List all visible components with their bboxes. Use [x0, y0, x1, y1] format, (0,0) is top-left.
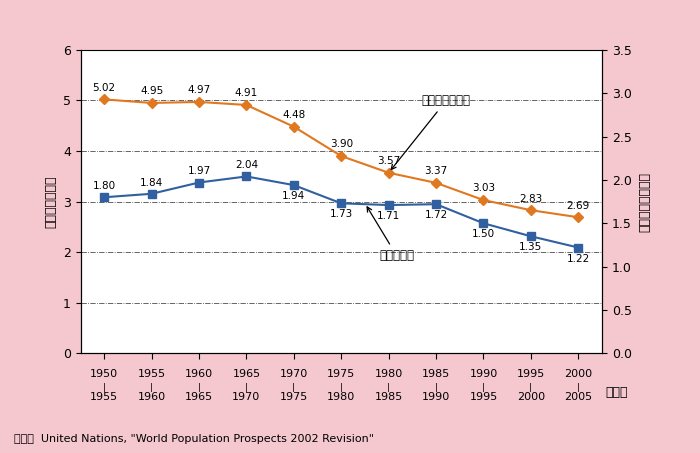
Text: 1.84: 1.84	[140, 178, 163, 188]
Text: 3.90: 3.90	[330, 140, 353, 149]
Text: 1975: 1975	[327, 369, 356, 379]
Text: |: |	[103, 383, 106, 392]
Text: 1960: 1960	[138, 392, 166, 402]
Text: （年）: （年）	[606, 386, 628, 399]
Text: 1955: 1955	[138, 369, 166, 379]
Text: 1960: 1960	[185, 369, 213, 379]
Text: 1970: 1970	[232, 392, 260, 402]
Text: |: |	[245, 383, 248, 392]
Text: 1.50: 1.50	[472, 229, 495, 239]
Text: 4.91: 4.91	[234, 88, 258, 98]
Text: 4.97: 4.97	[188, 85, 211, 96]
Y-axis label: 人口増加率（％）: 人口増加率（％）	[638, 172, 652, 231]
Text: 1990: 1990	[470, 369, 498, 379]
Text: 4.48: 4.48	[282, 110, 305, 120]
Text: 1.80: 1.80	[92, 181, 116, 191]
Text: 2.69: 2.69	[567, 201, 590, 211]
Text: 2.83: 2.83	[519, 193, 542, 203]
Text: 1975: 1975	[280, 392, 308, 402]
Text: 5.02: 5.02	[92, 83, 116, 93]
Text: 1995: 1995	[470, 392, 498, 402]
Y-axis label: 合計特殊出生率: 合計特殊出生率	[44, 175, 57, 228]
Text: 1.97: 1.97	[188, 166, 211, 176]
Text: 資料：  United Nations, "World Population Prospects 2002 Revision": 資料： United Nations, "World Population Pr…	[14, 434, 374, 444]
Text: 2.04: 2.04	[235, 160, 258, 170]
Text: 3.57: 3.57	[377, 156, 400, 166]
Text: 1985: 1985	[422, 369, 450, 379]
Text: 2000: 2000	[517, 392, 545, 402]
Text: 2005: 2005	[564, 392, 592, 402]
Text: |: |	[293, 383, 295, 392]
Text: 1.71: 1.71	[377, 211, 400, 221]
Text: |: |	[387, 383, 390, 392]
Text: 1990: 1990	[422, 392, 450, 402]
Text: 1965: 1965	[232, 369, 260, 379]
Text: 1995: 1995	[517, 369, 545, 379]
Text: 1.22: 1.22	[567, 254, 590, 264]
Text: 1980: 1980	[327, 392, 356, 402]
Text: 1.94: 1.94	[282, 191, 305, 201]
Text: 1985: 1985	[374, 392, 402, 402]
Text: 合計特殊出生率: 合計特殊出生率	[391, 94, 471, 169]
Text: |: |	[482, 383, 485, 392]
Text: 1.73: 1.73	[330, 209, 353, 219]
Text: |: |	[340, 383, 343, 392]
Text: 3.37: 3.37	[424, 166, 448, 176]
Text: 1970: 1970	[280, 369, 308, 379]
Text: 1.35: 1.35	[519, 242, 542, 252]
Text: 人口増加率: 人口増加率	[367, 207, 414, 262]
Text: 4.95: 4.95	[140, 87, 163, 96]
Text: |: |	[150, 383, 153, 392]
Text: 1950: 1950	[90, 369, 118, 379]
Text: 1955: 1955	[90, 392, 118, 402]
Text: 1965: 1965	[185, 392, 213, 402]
Text: 2000: 2000	[564, 369, 592, 379]
Text: 1.72: 1.72	[424, 210, 448, 220]
Text: |: |	[529, 383, 532, 392]
Text: 3.03: 3.03	[472, 183, 495, 193]
Text: |: |	[197, 383, 200, 392]
Text: |: |	[435, 383, 438, 392]
Text: 1980: 1980	[374, 369, 402, 379]
Text: |: |	[577, 383, 580, 392]
